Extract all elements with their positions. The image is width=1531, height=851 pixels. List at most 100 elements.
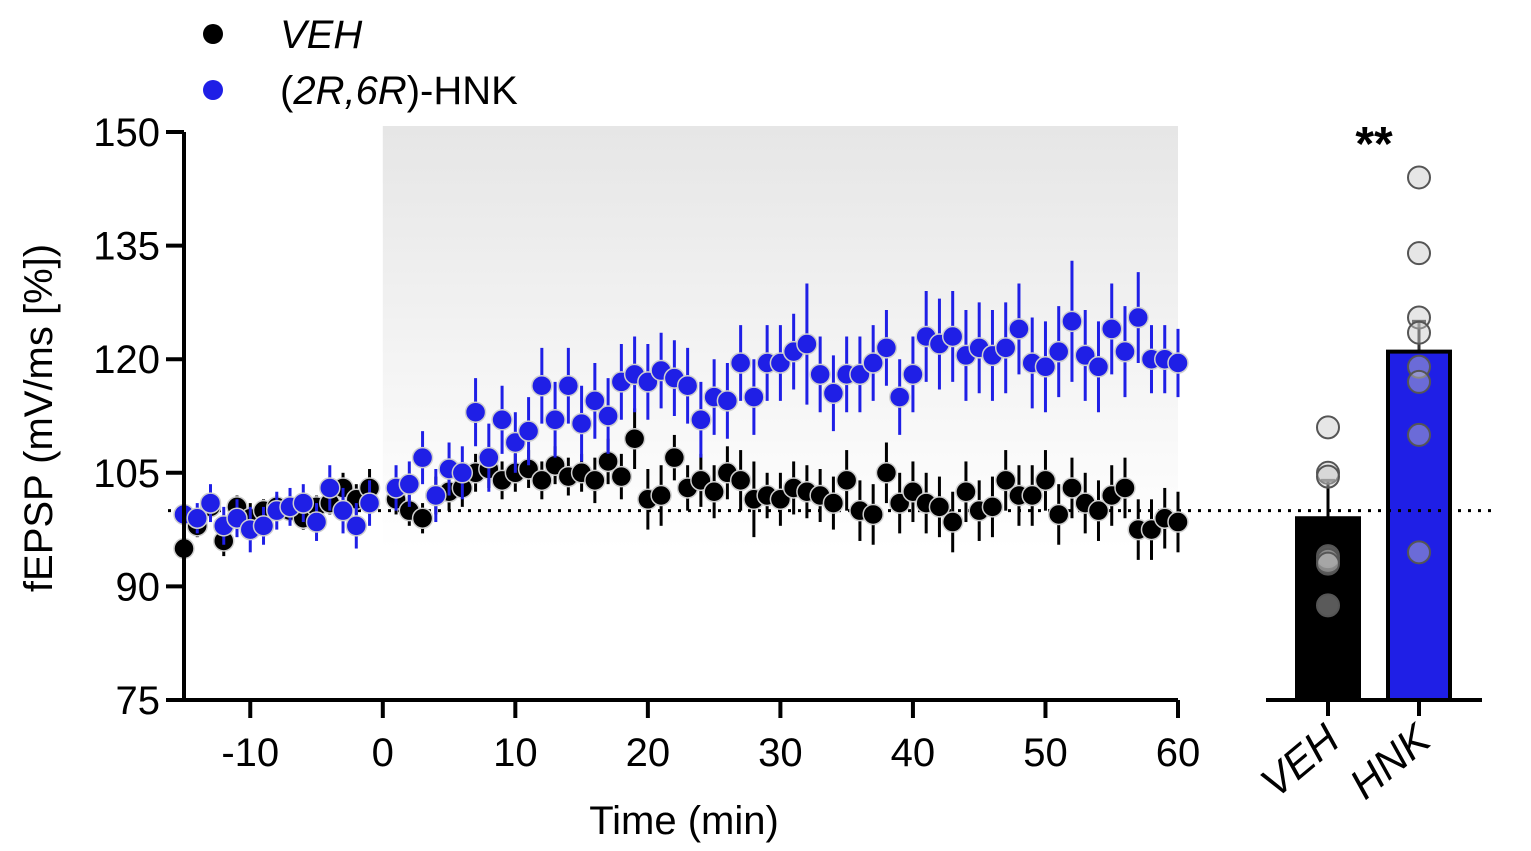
data-point (464, 401, 487, 423)
series-hnk (173, 260, 1189, 553)
y-tick-label: 90 (116, 565, 161, 609)
data-point (981, 496, 1004, 518)
data-point (1034, 469, 1057, 492)
data-point (1021, 484, 1043, 507)
data-point (597, 405, 619, 427)
bar-data-point (1407, 165, 1431, 190)
data-point (729, 469, 752, 492)
data-point (690, 409, 712, 431)
data-point (623, 427, 646, 450)
data-point (531, 469, 553, 492)
y-tick-label: 75 (116, 679, 161, 723)
y-axis-title: fEPSP (mV/ms [%]) (17, 244, 61, 592)
data-point (1114, 477, 1136, 499)
data-point (1047, 503, 1070, 526)
bar-data-point (1407, 540, 1431, 565)
bar-category-label: HNK (1341, 714, 1441, 808)
data-point (544, 409, 566, 431)
x-tick-label: 40 (891, 731, 936, 775)
bar-category-label: VEH (1251, 714, 1348, 806)
data-point (822, 492, 845, 514)
data-point (531, 374, 553, 397)
data-point (650, 484, 672, 507)
data-point (1127, 306, 1149, 329)
data-point (517, 420, 540, 442)
bar-data-point (1316, 551, 1340, 576)
data-point (862, 352, 884, 374)
data-point (332, 499, 354, 522)
bar-data-point (1316, 415, 1340, 440)
legend: VEH (2R,6R)-HNK (203, 13, 518, 113)
data-point (425, 484, 447, 507)
data-point (1114, 340, 1136, 363)
data-point (941, 511, 964, 533)
bar-data-point (1407, 320, 1431, 345)
data-point (570, 412, 593, 435)
data-point (1008, 318, 1030, 340)
bar-hnk (1386, 349, 1452, 702)
data-point (451, 462, 474, 484)
data-point (1087, 356, 1110, 378)
timecourse-plot: 75 90 105 120 135 150 -10 0 10 20 30 40 50 60 fEPSP … (17, 111, 1258, 843)
legend-label-hnk: (2R,6R)-HNK (280, 69, 518, 113)
y-tick-label: 120 (93, 338, 160, 382)
data-point (1061, 310, 1083, 333)
data-point (716, 390, 739, 412)
data-point (928, 496, 951, 518)
data-point (252, 515, 275, 537)
bar-marks (1295, 165, 1452, 702)
data-point (292, 492, 315, 514)
legend-label-veh: VEH (280, 13, 362, 57)
data-point (411, 446, 434, 469)
data-point (1047, 340, 1070, 363)
data-point (743, 386, 765, 408)
data-point (729, 352, 752, 374)
y-tick-label: 150 (93, 111, 160, 155)
x-tick-label: 30 (758, 731, 803, 775)
data-point (676, 374, 699, 397)
legend-marker-veh (203, 24, 223, 44)
bar-data-point (1316, 593, 1340, 618)
bar-data-point (1316, 464, 1340, 489)
data-point (875, 462, 898, 484)
data-point (796, 333, 818, 355)
data-point (703, 480, 725, 503)
data-point (345, 515, 368, 537)
x-tick-label: 20 (626, 731, 671, 775)
data-point (1167, 511, 1189, 533)
data-point (809, 363, 831, 386)
data-point (491, 409, 513, 431)
data-point (955, 480, 977, 503)
legend-entry-veh: VEH (203, 13, 362, 57)
x-tick-label: 50 (1023, 731, 1068, 775)
data-point (941, 325, 964, 348)
data-point (888, 386, 911, 408)
x-axis: -10 0 10 20 30 40 50 60 (184, 698, 1201, 775)
data-point (835, 469, 858, 492)
significance-label: ** (1355, 118, 1393, 171)
data-point (584, 390, 606, 412)
data-point (1034, 356, 1057, 378)
data-point (1061, 477, 1083, 499)
data-point (584, 469, 606, 492)
x-tick-label: 10 (493, 731, 538, 775)
data-point (557, 374, 580, 397)
data-point (663, 446, 686, 469)
data-point (411, 507, 434, 529)
bar-data-point (1407, 241, 1431, 266)
x-tick-label: 60 (1156, 731, 1201, 775)
bar-data-point (1407, 369, 1431, 394)
data-point (610, 465, 633, 488)
bar-data-point (1407, 422, 1431, 447)
scatter-series (173, 260, 1189, 560)
x-tick-label: 0 (372, 731, 394, 775)
data-point (1087, 499, 1110, 522)
data-point (358, 492, 381, 514)
data-point (875, 337, 898, 359)
legend-entry-hnk: (2R,6R)-HNK (203, 69, 518, 113)
y-axis: 75 90 105 120 135 150 (93, 111, 186, 723)
data-point (822, 382, 845, 405)
